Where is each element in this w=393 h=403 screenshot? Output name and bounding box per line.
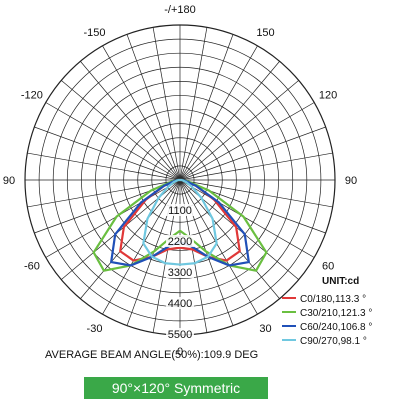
legend-entry: C0/180,113.3 °	[300, 294, 366, 305]
ring-label: 3300	[168, 267, 192, 279]
grid-spoke	[45, 102, 181, 181]
series-curve	[142, 178, 218, 266]
series-layer	[92, 178, 268, 272]
grid-spoke	[80, 61, 181, 181]
ring-label-bg	[166, 204, 194, 216]
label-layer: -/+180 -150 150 -120 120 90 90 -60 60 -30 30 0 1100 2…	[3, 4, 357, 358]
beam-type-badge: 90°×120° Symmetric	[84, 377, 268, 399]
grid-spoke	[102, 45, 181, 181]
grid-spoke	[45, 179, 181, 258]
beam-angle-caption: AVERAGE BEAM ANGLE(50%):109.9 DEG	[45, 349, 258, 361]
ring-label-bg	[166, 266, 194, 278]
grid-spoke	[179, 80, 299, 181]
angle-tick-label: 120	[319, 90, 337, 102]
grid-spoke	[179, 61, 280, 181]
grid-spoke	[179, 179, 333, 208]
grid-spoke	[179, 179, 280, 299]
angle-tick-label: -60	[24, 261, 40, 273]
ring-label-bg	[166, 297, 194, 309]
angle-tick-label: 30	[259, 323, 271, 335]
ring-label: 5500	[168, 329, 192, 341]
grid-spoke	[179, 34, 234, 181]
legend-entry: C90/270,98.1 °	[300, 336, 367, 347]
grid-spoke	[34, 126, 181, 181]
angle-tick-label: 90	[345, 175, 357, 187]
ring-label: 2200	[168, 236, 192, 248]
angle-tick-label: -/+180	[164, 4, 196, 16]
angle-tick-label: 0	[177, 346, 183, 358]
grid-spoke	[179, 152, 333, 181]
legend-entry: C60/240,106.8 °	[300, 322, 372, 333]
angle-tick-label: 150	[256, 27, 274, 39]
grid-spoke	[179, 27, 208, 181]
grid-spoke	[27, 152, 181, 181]
legend: UNIT:cd C0/180,113.3 ° C30/210,121.3 ° C60/…	[282, 276, 372, 347]
grid-spoke	[27, 179, 181, 208]
grid-spoke	[80, 179, 181, 299]
legend-entry: C30/210,121.3 °	[300, 308, 372, 319]
grid-spoke	[179, 102, 315, 181]
grid-spoke	[126, 34, 181, 181]
grid-spoke	[179, 126, 326, 181]
ring-label-bg	[166, 328, 194, 340]
grid-spoke	[152, 27, 181, 181]
grid-spoke	[179, 179, 315, 258]
series-curve	[92, 178, 268, 272]
angle-tick-label: -150	[83, 27, 105, 39]
angle-tick-label: 60	[322, 261, 334, 273]
ring-label: 4400	[168, 298, 192, 310]
angle-tick-label: 90	[3, 175, 15, 187]
legend-unit-label: UNIT:cd	[322, 276, 359, 287]
grid-spoke	[61, 80, 181, 181]
angle-tick-label: -120	[21, 90, 43, 102]
grid-spoke	[179, 45, 258, 181]
angle-tick-label: -30	[87, 323, 103, 335]
grid-spoke	[102, 179, 181, 315]
ring-label-bg	[166, 235, 194, 247]
ring-label: 1100	[168, 205, 192, 217]
grid-spoke	[179, 179, 258, 315]
